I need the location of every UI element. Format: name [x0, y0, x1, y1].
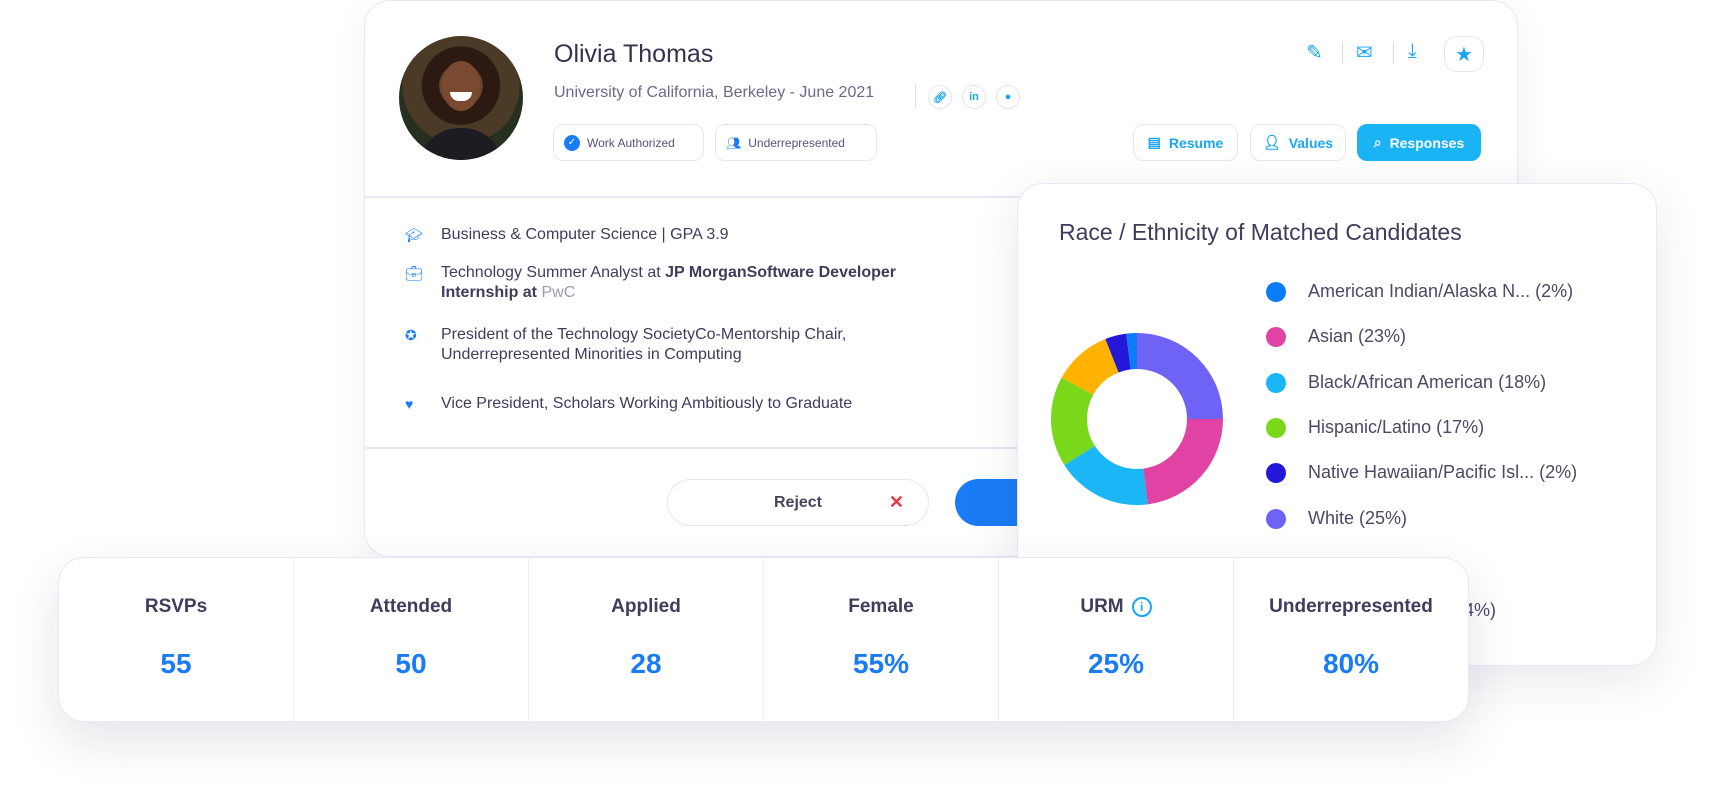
stats-bar: RSVPs 55 Attended 50 Applied 28 Female 55% URM i 2…	[58, 557, 1469, 722]
legend-swatch	[1266, 462, 1286, 483]
tab-resume[interactable]: ▤ Resume	[1133, 124, 1238, 161]
donut-slice[interactable]	[1126, 333, 1137, 370]
underrepresented-badge: 👥︎ Underrepresented	[715, 124, 877, 161]
close-icon: ✕	[888, 492, 904, 512]
stat-label: Underrepresented	[1269, 596, 1433, 617]
legend-label: Hispanic/Latino (17%)	[1308, 417, 1485, 437]
divider	[365, 196, 1517, 198]
info-icon[interactable]: i	[1131, 597, 1152, 617]
stat-label: URM i	[1080, 596, 1152, 618]
stat-label: Attended	[369, 596, 453, 617]
divider	[365, 447, 1517, 449]
donut-chart	[1051, 333, 1223, 505]
stat-label: Female	[848, 596, 914, 617]
donut-slice[interactable]	[1137, 333, 1223, 419]
donut-slice[interactable]	[1105, 333, 1131, 373]
detail-text: President of the Technology SocietyCo-Me…	[441, 326, 847, 363]
stat-label: Applied	[611, 596, 681, 617]
detail-text: Vice President, Scholars Working Ambitio…	[441, 395, 853, 412]
tab-values[interactable]: 👤︎ Values	[1250, 124, 1346, 161]
badge-label: Work Authorized	[587, 135, 675, 150]
verified-icon: ✓	[564, 134, 580, 151]
graduation-cap-icon: 🎓︎	[405, 227, 423, 243]
legend-label: American Indian/Alaska N... (2%)	[1308, 281, 1574, 301]
detail-text: Business & Computer Science | GPA 3.9	[441, 226, 729, 243]
tab-label: Resume	[1168, 134, 1224, 151]
stat-female: Female 55%	[764, 558, 999, 721]
badge-label: Underrepresented	[748, 135, 845, 150]
detail-text: Technology Summer Analyst at JP MorganSo…	[441, 264, 896, 301]
tab-label: Values	[1288, 134, 1334, 151]
education: University of California, Berkeley - Jun…	[554, 84, 875, 101]
donut-slice[interactable]	[1143, 419, 1223, 505]
leadership-item: ✪ President of the Technology SocietyCo-M…	[405, 325, 965, 365]
tab-responses[interactable]: ⌕ Responses	[1357, 124, 1481, 161]
organization-item: ♥ Vice President, Scholars Working Ambiti…	[405, 394, 965, 414]
star-icon: ★	[1455, 43, 1473, 66]
legend-item: White (25%)	[1266, 508, 1407, 529]
donut-slice[interactable]	[1061, 339, 1119, 395]
heart-icon: ♥	[405, 396, 414, 412]
major-item: 🎓︎ Business & Computer Science | GPA 3.9	[405, 225, 965, 245]
legend-item: Native Hawaiian/Pacific Isl... (2%)	[1266, 462, 1577, 483]
experience-item: 💼︎ Technology Summer Analyst at JP Morgan…	[405, 263, 965, 303]
stat-applied: Applied 28	[529, 558, 764, 721]
tab-label: Responses	[1389, 134, 1465, 151]
group-icon: 👥︎	[726, 135, 742, 150]
stat-underrepresented: Underrepresented 80%	[1234, 558, 1468, 721]
download-icon[interactable]: ⤓	[1408, 40, 1417, 62]
mail-icon[interactable]: ✉	[1356, 42, 1373, 64]
legend-swatch	[1266, 281, 1286, 302]
legend-item: Asian (23%)	[1266, 326, 1406, 347]
edit-notes-icon[interactable]: ✎	[1306, 42, 1323, 64]
reject-label: Reject	[773, 493, 823, 511]
stat-value: 50	[395, 648, 427, 679]
legend-swatch	[1266, 372, 1286, 393]
work-authorized-badge: ✓ Work Authorized	[553, 124, 704, 161]
stat-value: 28	[630, 648, 662, 679]
legend-swatch	[1266, 417, 1286, 438]
avatar	[399, 36, 523, 160]
reject-button[interactable]: Reject ✕	[667, 479, 929, 526]
divider	[1393, 42, 1394, 64]
candidate-name: Olivia Thomas	[554, 40, 714, 68]
chart-title: Race / Ethnicity of Matched Candidates	[1059, 219, 1462, 245]
stat-attended: Attended 50	[294, 558, 529, 721]
stat-value: 80%	[1322, 648, 1380, 679]
legend-label: Native Hawaiian/Pacific Isl... (2%)	[1308, 462, 1578, 482]
stat-urm: URM i 25%	[999, 558, 1234, 721]
github-icon[interactable]: ●	[996, 85, 1020, 109]
badge-icon: ✪	[405, 327, 417, 343]
divider	[915, 84, 916, 108]
divider	[1342, 42, 1343, 64]
stat-value: 25%	[1087, 648, 1145, 679]
link-icon[interactable]: 🔗︎	[928, 85, 952, 109]
stat-value: 55	[160, 648, 192, 679]
donut-slice[interactable]	[1051, 377, 1095, 466]
legend-label: White (25%)	[1308, 508, 1408, 528]
linkedin-icon[interactable]: in	[962, 85, 986, 109]
legend-item: Hispanic/Latino (17%)	[1266, 417, 1484, 438]
stat-label: RSVPs	[144, 596, 208, 617]
legend-item: American Indian/Alaska N... (2%)	[1266, 281, 1573, 302]
stat-rsvps: RSVPs 55	[59, 558, 294, 721]
legend-swatch	[1266, 326, 1286, 347]
search-doc-icon: ⌕	[1373, 134, 1382, 150]
briefcase-icon: 💼︎	[405, 265, 423, 281]
person-icon: 👤︎	[1262, 134, 1281, 150]
document-icon: ▤	[1147, 134, 1161, 150]
legend-item: Black/African American (18%)	[1266, 372, 1546, 393]
stat-value: 55%	[852, 648, 910, 679]
donut-slice[interactable]	[1064, 445, 1148, 505]
legend-swatch	[1266, 508, 1286, 529]
legend-label: Asian (23%)	[1308, 326, 1407, 346]
legend-label: Black/African American (18%)	[1308, 372, 1547, 392]
favorite-star-button[interactable]: ★	[1444, 36, 1484, 72]
